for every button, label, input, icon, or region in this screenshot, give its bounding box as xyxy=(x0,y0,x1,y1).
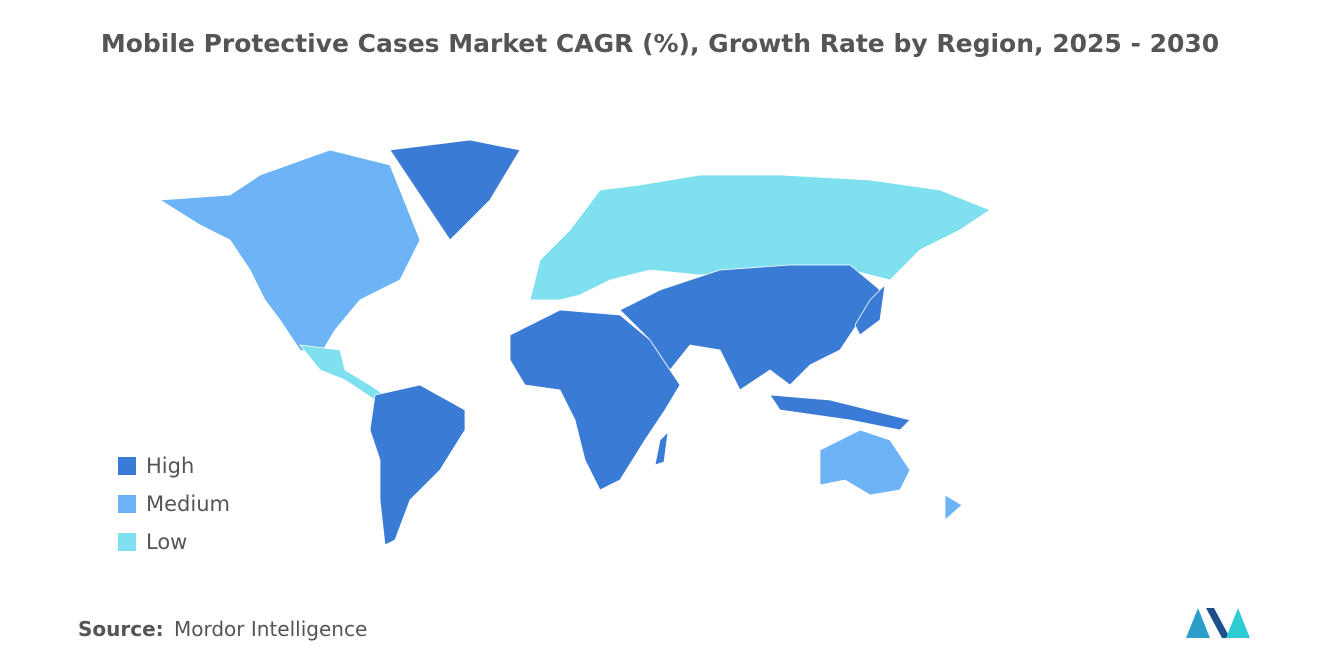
legend-swatch xyxy=(118,533,136,551)
source-label: Source: xyxy=(78,617,164,641)
region xyxy=(389,139,521,241)
region xyxy=(654,430,669,466)
legend-swatch xyxy=(118,495,136,513)
region xyxy=(509,309,681,491)
logo xyxy=(1186,608,1250,638)
region xyxy=(529,174,991,301)
region xyxy=(299,344,386,401)
legend-swatch xyxy=(118,457,136,475)
region xyxy=(819,429,911,496)
title: Mobile Protective Cases Market CAGR (%),… xyxy=(101,29,1219,58)
region xyxy=(944,494,963,521)
legend: High Medium Low xyxy=(118,454,230,554)
world-map xyxy=(158,139,991,546)
region xyxy=(369,384,466,546)
region xyxy=(158,149,421,356)
source-text: Mordor Intelligence xyxy=(174,617,367,641)
region xyxy=(769,394,911,431)
legend-label: Low xyxy=(146,530,187,554)
region xyxy=(854,283,886,336)
region xyxy=(619,264,881,391)
legend-label: Medium xyxy=(146,492,230,516)
legend-label: High xyxy=(146,454,194,478)
